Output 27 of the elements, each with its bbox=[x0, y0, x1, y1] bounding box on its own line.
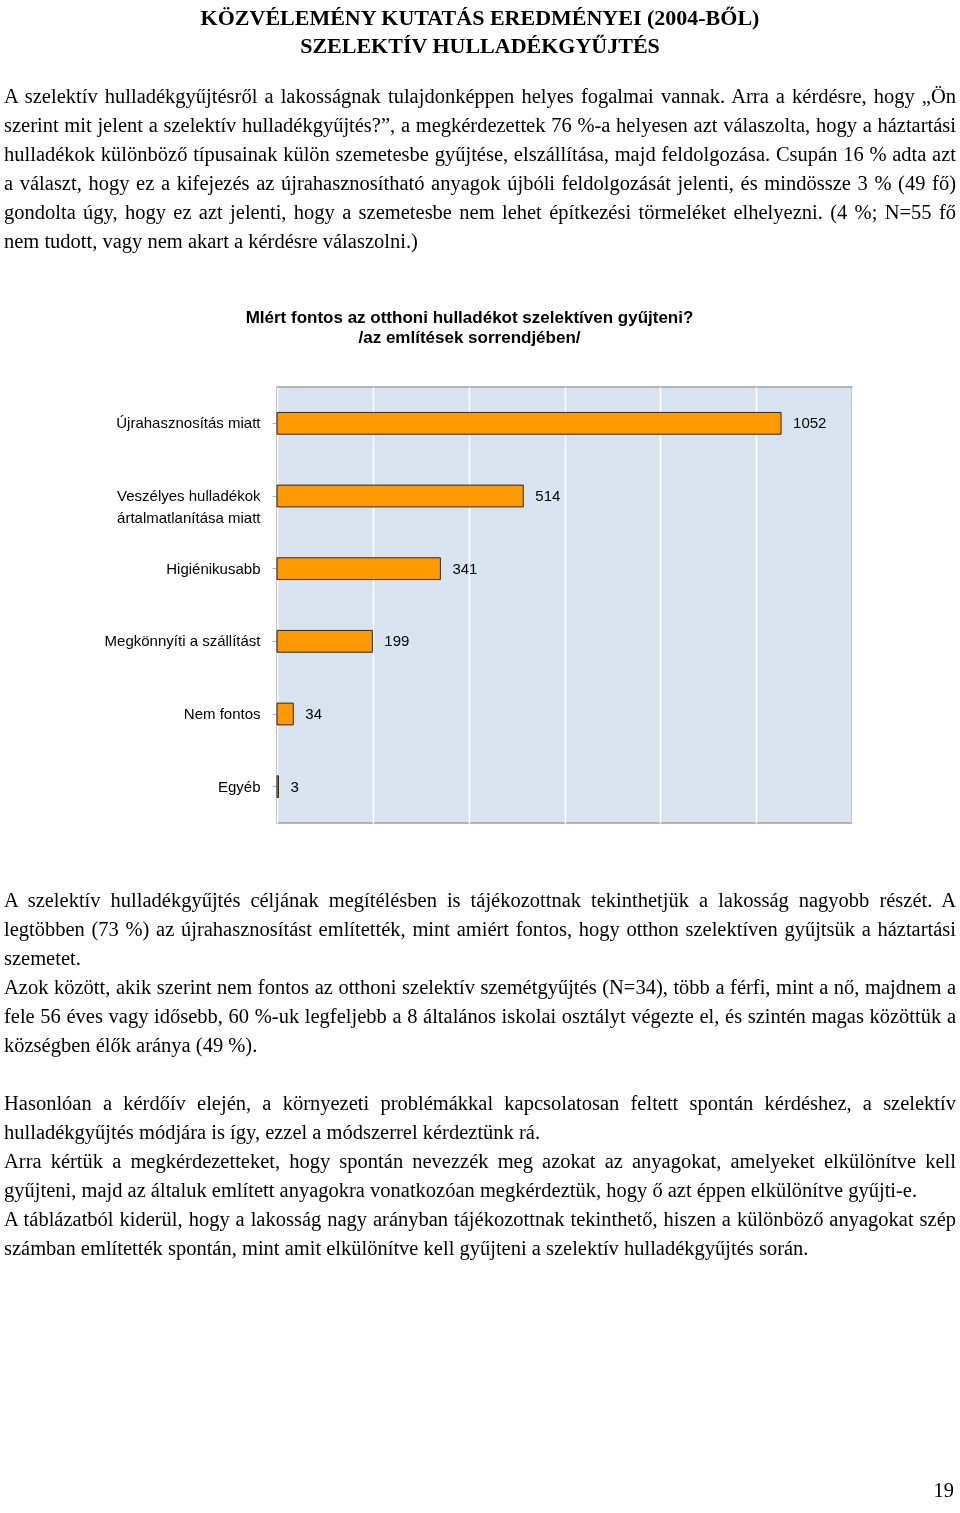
data-label: 1052 bbox=[793, 414, 827, 432]
y-tick-label: Megkönnyíti a szállítást bbox=[104, 632, 262, 650]
text: KÖZVÉLEMÉNY KUTATÁS EREDMÉNYEI (2004-BŐL) SZELEKTÍV HULLADÉKGYŰJTÉS bbox=[199, 4, 761, 60]
y-tick-label: Egyéb bbox=[217, 777, 261, 795]
data-label: 199 bbox=[384, 632, 410, 650]
chart-subtitle: /az említések sorrendjében/ bbox=[358, 328, 581, 347]
text: 19 bbox=[933, 1478, 954, 1503]
bar bbox=[276, 630, 373, 653]
y-tick-label: Újrahasznosítás miatt bbox=[116, 414, 262, 432]
bar bbox=[276, 412, 782, 435]
text: A szelektív hulladékgyűjtés céljának megítélésben is tájékozottnak tekinthetjük a lakosság nagyobb részét. A legtöbben (73 %) az újrahasznosítást említették, mint amiért fontos, hogy otthon szelektíven gyűjtsük a háztartási szemetet. bbox=[4, 888, 956, 971]
bar bbox=[276, 557, 441, 580]
chart-title: MIért fontos az otthoni hulladékot szelektíven gyűjteni? bbox=[245, 308, 694, 327]
text: A szelektív hulladékgyűjtésről a lakosságnak tulajdonképpen helyes fogalmai vannak. Arra a kérdésre, hogy „Ön szerint mit jelent a szelektív hulladékgyűjtés?”, a megkérdezettek 76 %-a helyesen azt válaszolta, hogy a háztartási hulladékok különböző típusainak külön szemetesbe gyűjtése, elszállítása, majd feldolgozása. Csupán 16 % adta azt a választ, hogy ez a kifejezés az újrahasznosítható anyagok újbóli feldolgozását jelenti, és mindössze 3 % (49 fő) gondolta úgy, hogy ez azt jelenti, hogy a szemetesbe nem lehet építkezési törmeléket elhelyezni. (4 %; N=55 fő nem tudott, vagy nem akart a kérdésre válaszolni.) bbox=[4, 84, 956, 255]
data-label: 34 bbox=[305, 705, 322, 722]
y-tick-label: Higiénikusabb bbox=[166, 559, 261, 577]
data-label: 341 bbox=[452, 559, 478, 577]
text: Azok között, akik szerint nem fontos az otthoni szelektív szemétgyűjtés (N=34), több a férfi, mint a nő, majdnem a fele 56 éves vagy idősebb, 60 %-uk legfeljebb a 8 általános iskolai osztályt végezte el, és szintén magas közöttük a községben élők aránya (49 %). bbox=[4, 975, 956, 1059]
text: A táblázatból kiderül, hogy a lakosság nagy arányban tájékozottnak tekinthető, hiszen a különböző anyagokat szép számban említették spontán, mint amit elkülönítve kell gyűjteni a szelektív hulladékgyűjtés során. bbox=[4, 1207, 956, 1262]
text: Hasonlóan a kérdőív elején, a környezeti problémákkal kapcsolatosan feltett spontán kérdéshez, a szelektív hulladékgyűjtés módjára is így, ezzel a módszerrel kérdeztünk rá. bbox=[4, 1091, 956, 1146]
data-label: 514 bbox=[535, 487, 561, 504]
y-tick-label: Nem fontos bbox=[183, 705, 261, 722]
y-tick-label: Veszélyes hulladékok ártalmatlanítása miatt bbox=[117, 487, 262, 526]
text: Arra kértük a megkérdezetteket, hogy spontán nevezzék meg azokat az anyagokat, amelyeket elkülönítve kell gyűjteni, majd az általuk említett anyagokra vonatkozóan megkérdeztük, hogy ő azt éppen elkülönítve gyűjti-e. bbox=[4, 1149, 956, 1204]
bar bbox=[276, 484, 524, 508]
bar bbox=[276, 702, 294, 726]
data-label: 3 bbox=[290, 777, 299, 795]
